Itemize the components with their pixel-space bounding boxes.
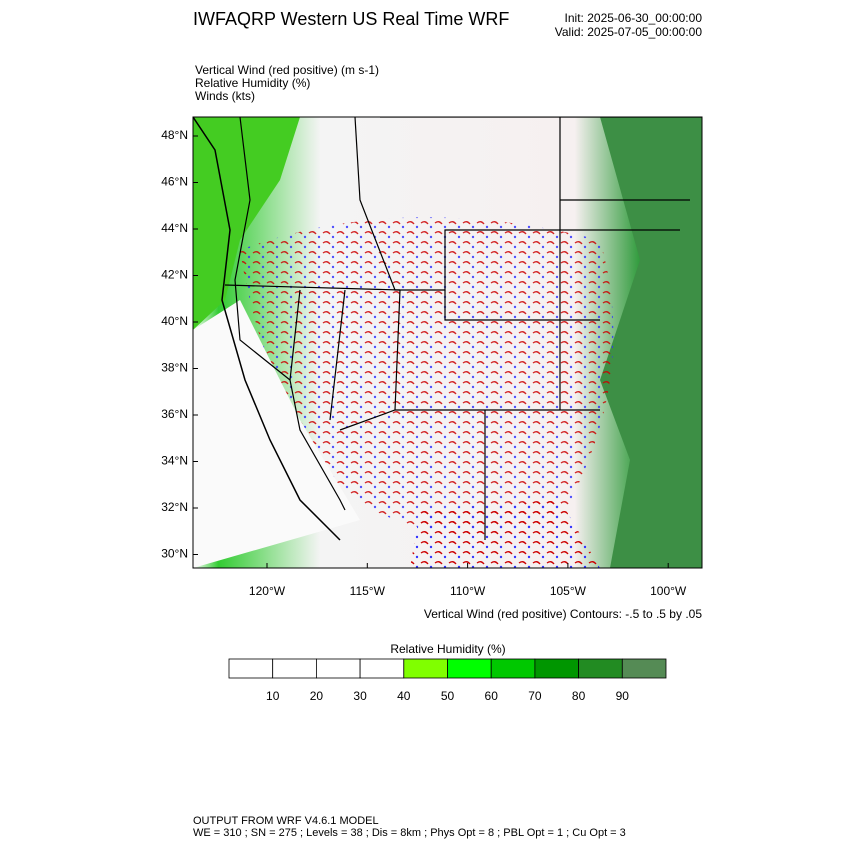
colorbar-box (578, 658, 623, 679)
colorbar-box (534, 658, 580, 679)
lon-label: 100°W (650, 584, 687, 598)
lon-labels: 120°W 115°W 110°W 105°W 100°W (249, 563, 687, 598)
humidity-shading (193, 117, 300, 330)
colorbar-box (272, 658, 317, 679)
lat-label: 34°N (161, 454, 188, 468)
lat-label: 48°N (161, 128, 188, 142)
field-label: Vertical Wind (red positive) (m s-1) (195, 63, 379, 77)
contour-note: Vertical Wind (red positive) Contours: -… (424, 607, 702, 621)
colorbar-box (621, 658, 667, 679)
lat-label: 32°N (161, 500, 188, 514)
lat-label: 40°N (161, 314, 188, 328)
lat-label: 46°N (161, 175, 188, 189)
vertical-wind-contours (240, 217, 614, 534)
colorbar-label: 50 (441, 689, 455, 703)
colorbar-box (490, 658, 536, 679)
lat-label: 44°N (161, 221, 188, 235)
lon-label: 120°W (249, 584, 286, 598)
colorbar: 10 20 30 40 50 60 70 80 90 (228, 658, 667, 703)
init-time: Init: 2025-06-30_00:00:00 (565, 11, 703, 25)
lon-label: 110°W (450, 584, 486, 598)
map-field (193, 117, 702, 568)
title: IWFAQRP Western US Real Time WRF (193, 9, 509, 29)
field-label: Winds (kts) (195, 89, 255, 103)
colorbar-box (228, 658, 274, 679)
colorbar-box (359, 658, 405, 679)
colorbar-label: 90 (616, 689, 630, 703)
footer-line: OUTPUT FROM WRF V4.6.1 MODEL (193, 815, 379, 827)
lat-label: 30°N (161, 547, 188, 561)
colorbar-box (447, 658, 492, 679)
colorbar-box (315, 658, 361, 679)
lat-label: 38°N (161, 361, 188, 375)
colorbar-box (403, 658, 448, 679)
lat-label: 42°N (161, 268, 188, 282)
lon-label: 115°W (350, 584, 386, 598)
colorbar-label: 80 (572, 689, 586, 703)
state-borders (224, 117, 702, 540)
vertical-wind-contours (410, 500, 600, 568)
lon-label: 105°W (550, 584, 587, 598)
colorbar-label: 30 (353, 689, 367, 703)
map-frame (192, 116, 703, 569)
field-label: Relative Humidity (%) (195, 76, 310, 90)
lat-labels: 48°N 46°N 44°N 42°N 40°N 38°N 36°N 34°N 32°N 30°N (161, 128, 198, 561)
coastline (193, 117, 341, 541)
colorbar-label: 70 (528, 689, 542, 703)
footer-line: WE = 310 ; SN = 275 ; Levels = 38 ; Dis … (193, 827, 626, 839)
humidity-shading (193, 300, 360, 568)
colorbar-label: 10 (266, 689, 280, 703)
valid-time: Valid: 2025-07-05_00:00:00 (555, 25, 703, 39)
colorbar-label: 60 (485, 689, 499, 703)
colorbar-title: Relative Humidity (%) (390, 642, 505, 656)
lat-label: 36°N (161, 407, 188, 421)
colorbar-label: 20 (310, 689, 324, 703)
colorbar-label: 40 (397, 689, 411, 703)
